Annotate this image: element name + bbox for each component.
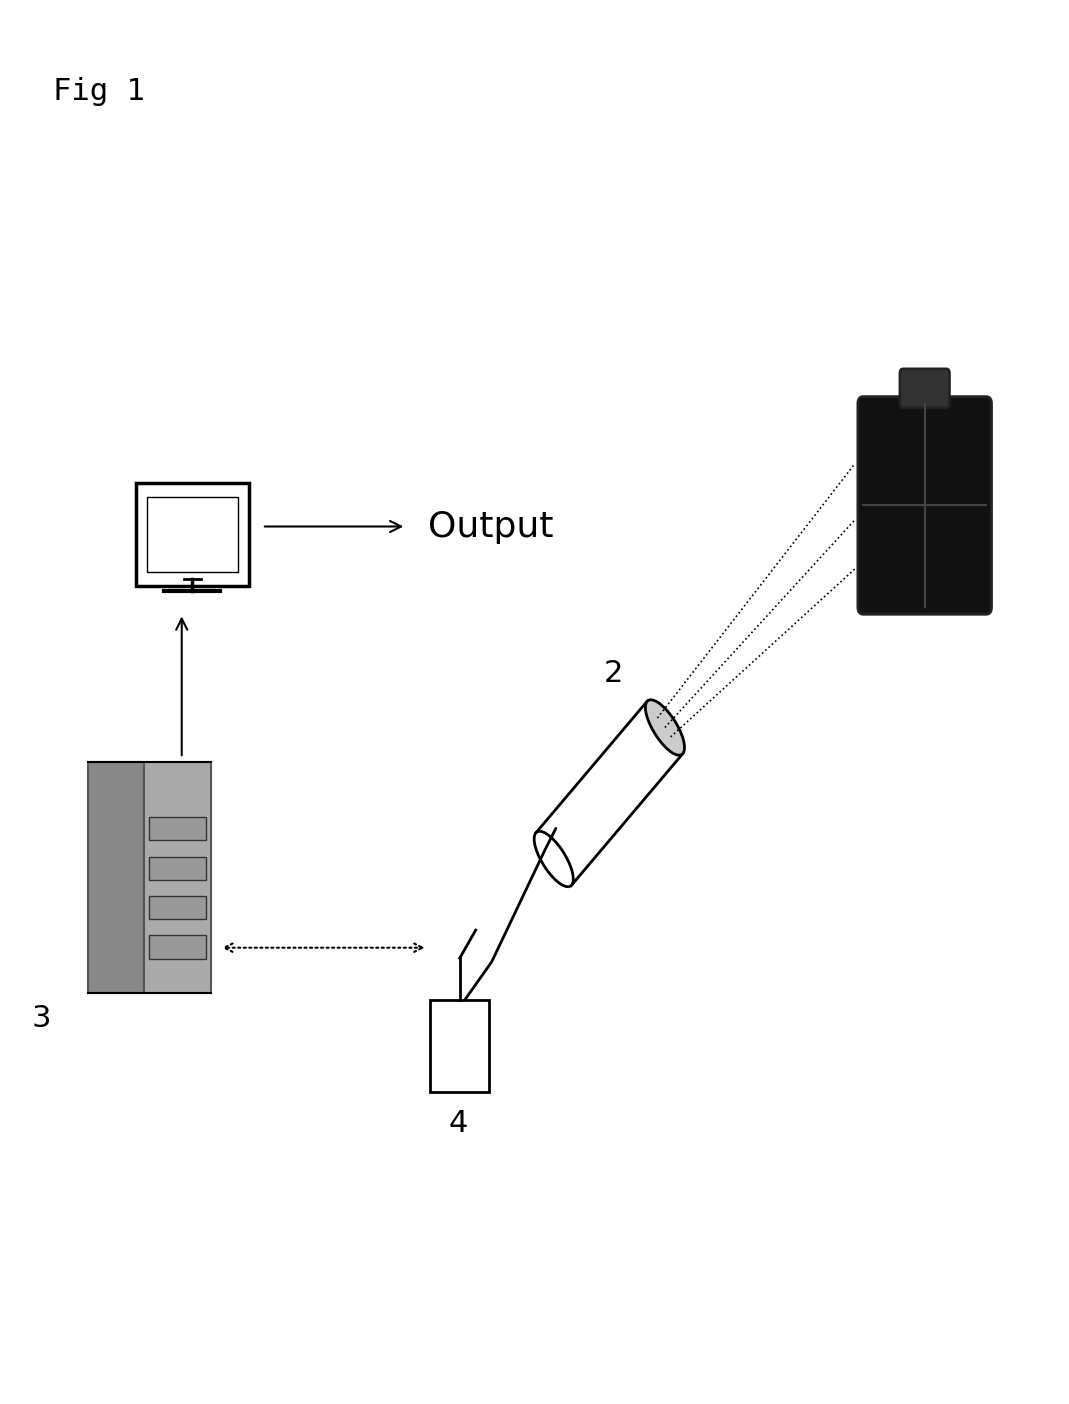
FancyBboxPatch shape (137, 483, 248, 587)
FancyBboxPatch shape (900, 369, 949, 407)
FancyBboxPatch shape (149, 856, 206, 880)
Polygon shape (536, 702, 683, 885)
FancyBboxPatch shape (149, 896, 206, 920)
FancyBboxPatch shape (149, 935, 206, 959)
FancyBboxPatch shape (89, 761, 143, 994)
FancyBboxPatch shape (148, 497, 238, 573)
Text: 3: 3 (32, 1004, 51, 1033)
Text: Output: Output (428, 510, 553, 543)
FancyBboxPatch shape (149, 817, 206, 841)
Ellipse shape (646, 699, 684, 755)
FancyBboxPatch shape (857, 396, 992, 615)
Text: Fig 1: Fig 1 (53, 77, 145, 107)
Text: 2: 2 (604, 660, 623, 688)
FancyBboxPatch shape (143, 761, 212, 994)
FancyBboxPatch shape (430, 1000, 489, 1092)
Text: 4: 4 (449, 1109, 468, 1139)
Ellipse shape (534, 831, 573, 887)
